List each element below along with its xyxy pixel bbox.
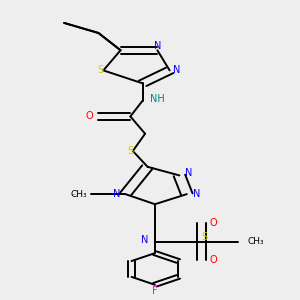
Text: CH₃: CH₃ <box>70 190 87 199</box>
Text: N: N <box>184 168 192 178</box>
Text: N: N <box>154 41 161 51</box>
Text: N: N <box>193 189 200 199</box>
Text: O: O <box>210 218 218 228</box>
Text: N: N <box>141 235 149 245</box>
Text: F: F <box>152 286 158 296</box>
Text: N: N <box>113 189 120 199</box>
Text: N: N <box>173 65 181 75</box>
Text: S: S <box>201 232 207 242</box>
Text: NH: NH <box>150 94 165 104</box>
Text: S: S <box>98 65 104 75</box>
Text: S: S <box>127 146 134 156</box>
Text: CH₃: CH₃ <box>247 237 264 246</box>
Text: O: O <box>86 111 94 122</box>
Text: O: O <box>210 255 218 265</box>
Text: methyl: methyl <box>71 194 76 195</box>
